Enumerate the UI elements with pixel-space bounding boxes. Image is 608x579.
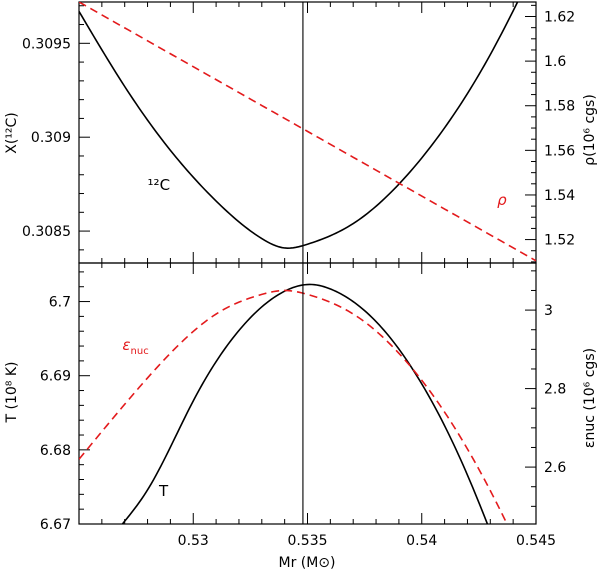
top-right-axis-label: ρ(10⁶ cgs) bbox=[582, 94, 598, 166]
top-left-tick-label: 0.3095 bbox=[22, 36, 71, 52]
x-axis-label: Mr (M⊙) bbox=[278, 555, 335, 571]
bottom-left-tick-label: 6.7 bbox=[49, 295, 71, 311]
bottom-right-tick-label: 3 bbox=[544, 303, 553, 319]
top-series-rho-line bbox=[79, 2, 536, 262]
x-tick-label: 0.545 bbox=[516, 533, 556, 549]
top-left-tick-label: 0.309 bbox=[31, 130, 71, 146]
top-series-carbon12-line bbox=[79, 2, 519, 249]
bottom-right-tick-label: 2.6 bbox=[544, 460, 566, 476]
top-right-tick-label: 1.62 bbox=[544, 10, 575, 26]
top-right-tick-label: 1.54 bbox=[544, 188, 575, 204]
bottom-left-tick-label: 6.68 bbox=[40, 443, 71, 459]
x-tick-label: 0.535 bbox=[287, 533, 327, 549]
top-right-tick-label: 1.58 bbox=[544, 99, 575, 115]
bottom-series-temperature-line bbox=[121, 283, 489, 524]
bottom-annotation: εnuc bbox=[122, 336, 148, 357]
bottom-panel-frame bbox=[78, 262, 537, 525]
top-right-tick-label: 1.6 bbox=[544, 54, 566, 70]
top-left-tick-label: 0.3085 bbox=[22, 224, 71, 240]
top-annotation: ρ bbox=[497, 191, 507, 209]
bottom-left-axis-label: T (10⁸ K) bbox=[4, 362, 20, 424]
top-right-tick-label: 1.52 bbox=[544, 233, 575, 249]
x-tick-label: 0.54 bbox=[406, 533, 437, 549]
bottom-series-epsilon-nuc-line bbox=[79, 289, 508, 524]
bottom-annotation-subscript: nuc bbox=[131, 346, 149, 357]
top-right-tick-label: 1.56 bbox=[544, 143, 575, 159]
x-tick-label: 0.53 bbox=[178, 533, 209, 549]
bottom-right-axis-label: εnuc (10⁶ cgs) bbox=[582, 348, 598, 448]
bottom-left-tick-label: 6.67 bbox=[40, 517, 71, 533]
bottom-annotation: T bbox=[158, 482, 169, 500]
bottom-left-tick-label: 6.69 bbox=[40, 369, 71, 385]
bottom-right-tick-label: 2.8 bbox=[544, 382, 566, 398]
top-annotation: ¹²C bbox=[148, 176, 171, 194]
top-left-axis-label: X(¹²C) bbox=[4, 112, 20, 154]
